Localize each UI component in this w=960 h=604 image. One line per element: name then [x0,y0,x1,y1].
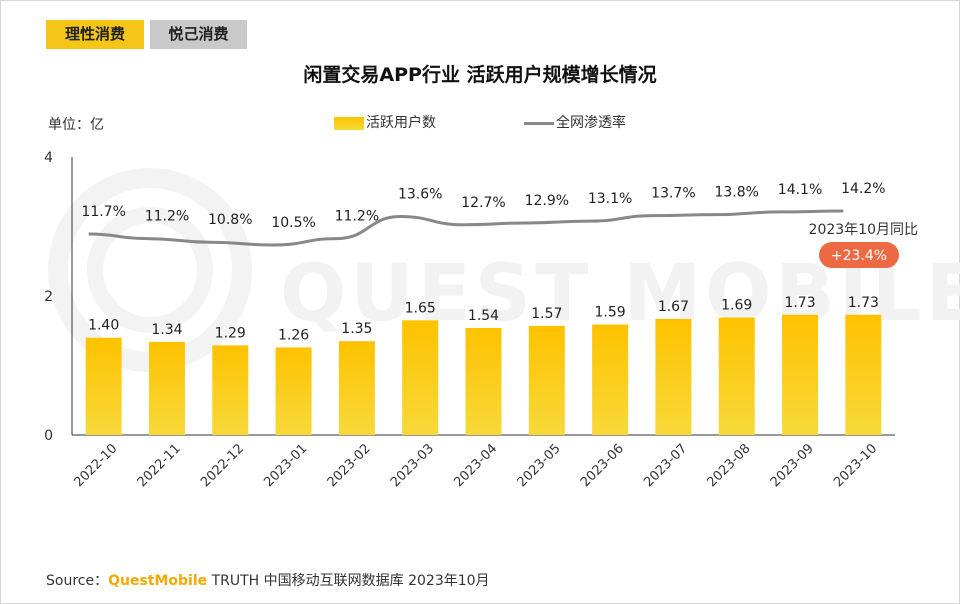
tab-rational-consumption[interactable]: 理性消费 [46,20,144,49]
bar-value-label: 1.65 [405,300,436,316]
line-value-label: 13.1% [588,191,632,207]
source-prefix: Source： [46,573,109,589]
bar-value-label: 1.26 [278,327,309,343]
line-value-label: 13.7% [651,186,695,202]
bar [592,324,629,435]
x-tick-label: 2023-06 [578,441,627,490]
line-value-label: 12.7% [461,195,505,211]
line-series: 11.7% 11.2% 10.8% 10.5% 11.2% 13.6% 12.7% 12.9%… [81,181,886,247]
legend-bar-swatch [334,116,364,130]
x-tick-label: 2023-04 [451,441,500,490]
line-value-label: 13.8% [714,185,758,201]
x-tick-label: 2023-01 [261,441,310,490]
line-value-label: 10.8% [208,212,252,228]
yoy-badge [819,242,899,268]
bar [528,325,565,435]
bar-value-label: 1.40 [88,318,119,334]
bar [212,345,249,435]
yoy-label: 2023年10月同比 [809,222,918,238]
bar-value-label: 1.69 [721,298,752,314]
bar [655,318,692,435]
bar-value-label: 1.35 [341,321,372,337]
bar-series: 1.40 1.34 1.29 1.26 1.35 1.65 1.54 1.57 1.59 1.67… [85,295,882,435]
bar [338,341,375,435]
source-note: Source：QuestMobile TRUTH 中国移动互联网数据库 2023… [46,570,490,590]
watermark: QUEST MOBILE [48,168,960,372]
line-value-label: 11.7% [81,204,125,220]
line-value-label: 12.9% [525,193,569,209]
bar [402,320,439,435]
bar [718,317,755,435]
line-value-label: 11.2% [335,209,379,225]
bar [148,341,185,435]
annotation: 2023年10月同比 +23.4% [809,222,918,268]
source-brand: QuestMobile [108,573,208,589]
legend-bar: 活跃用户数 [334,113,436,133]
unit-label: 单位：亿 [48,117,104,133]
line-value-label: 10.5% [271,215,315,231]
legend-line-label: 全网渗透率 [556,115,626,131]
yoy-badge-value: +23.4% [831,248,887,264]
chart-title: 闲置交易APP行业 活跃用户规模增长情况 [303,64,657,86]
bar-value-label: 1.29 [215,325,246,341]
bar-value-label: 1.73 [848,295,879,311]
line-value-label: 13.6% [398,187,442,203]
x-tick-label: 2022-12 [198,441,247,490]
source-text: TRUTH 中国移动互联网数据库 2023年10月 [207,573,490,589]
bar [782,314,819,435]
legend-line: 全网渗透率 [524,113,626,133]
bar-value-label: 1.59 [595,304,626,320]
watermark-ring-inner [87,207,213,333]
x-tick-label: 2023-08 [705,441,754,490]
legend-line-swatch [524,121,554,125]
x-tick-label: 2023-03 [388,441,437,490]
x-tick-label: 2023-02 [325,441,374,490]
x-tick-label: 2022-11 [135,441,184,490]
bar-value-label: 1.73 [784,295,815,311]
bar-value-label: 1.34 [151,322,182,338]
bar [275,347,312,435]
x-tick-label: 2023-09 [768,441,817,490]
line-value-label: 14.2% [841,181,885,197]
tab-self-pleasing-consumption[interactable]: 悦己消费 [150,20,247,49]
line-value-label: 11.2% [145,209,189,225]
bar-value-label: 1.57 [531,306,562,322]
line-value-label: 14.1% [778,182,822,198]
x-tick-label: 2023-05 [515,441,564,490]
x-tick-label: 2023-07 [641,441,690,490]
y-tick-label: 0 [44,428,53,444]
bar [85,337,122,435]
y-tick-label: 2 [44,289,53,305]
x-tick-label: 2023-10 [831,441,880,490]
legend-bar-label: 活跃用户数 [366,115,436,131]
bar-value-label: 1.67 [658,299,689,315]
x-tick-label: 2022-10 [71,441,120,490]
bar [465,327,502,435]
y-tick-label: 4 [44,150,53,166]
bar [845,314,882,435]
bar-value-label: 1.54 [468,308,499,324]
